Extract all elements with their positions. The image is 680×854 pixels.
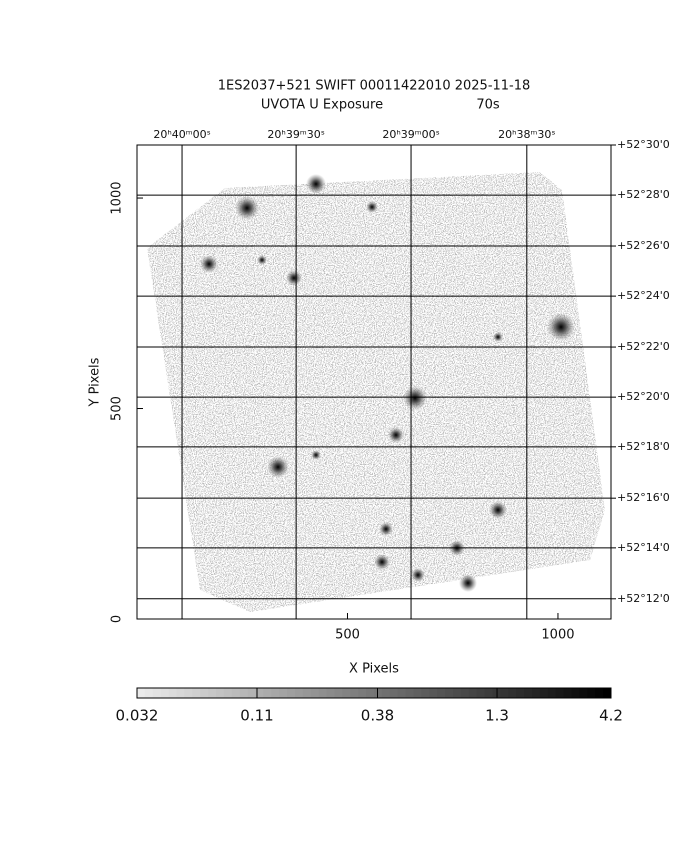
x-axis-label: X Pixels [349,662,399,677]
right-tick-label: +52°30'0 [617,138,670,151]
subtitle: UVOTA U Exposure [261,98,383,113]
colorbar-step [247,688,256,698]
colorbar-step [302,688,312,698]
colorbar-step [208,688,217,698]
colorbar-step [263,688,272,698]
y-tick-label: 500 [110,396,125,421]
colorbar-step [160,688,170,698]
y-tick-label: 1000 [110,181,125,214]
colorbar-step [137,688,146,698]
colorbar-step [508,688,517,698]
colorbar-step [579,688,588,698]
right-tick-label: +52°14'0 [617,541,670,554]
colorbar-tick-label: 0.11 [240,707,273,725]
colorbar-step [295,688,304,698]
sky-image [147,172,605,612]
colorbar-step [484,688,493,698]
top-tick-label: 20ʰ39ᵐ30ˢ [267,128,324,141]
colorbar-step [563,688,572,698]
colorbar-step [547,688,557,698]
colorbar-step [500,688,509,698]
colorbar-step [184,688,193,698]
right-tick-label: +52°24'0 [617,289,670,302]
colorbar-step [200,688,209,698]
right-tick-label: +52°12'0 [617,592,670,605]
colorbar-step [460,688,470,698]
colorbar-step [216,688,225,698]
exposure: 70s [476,98,500,113]
colorbar-step [532,688,541,698]
colorbar-step [595,688,604,698]
colorbar-tick-label: 4.2 [599,707,623,725]
stars [200,174,575,592]
colorbar-step [603,688,612,698]
colorbar-step [429,688,438,698]
colorbar-step [421,688,430,698]
colorbar-tick-label: 0.38 [361,707,394,725]
top-tick-label: 20ʰ38ᵐ30ˢ [498,128,555,141]
x-tick-label: 500 [335,628,360,643]
right-tick-label: +52°16'0 [617,491,670,504]
colorbar-step [318,688,328,698]
colorbar-step [366,688,375,698]
colorbar-step [168,688,177,698]
right-tick-label: +52°22'0 [617,340,670,353]
colorbar-step [555,688,565,698]
colorbar-tick-label: 0.032 [116,707,159,725]
colorbar-step [144,688,154,698]
colorbar-step [587,688,596,698]
colorbar-step [539,688,549,698]
colorbar-step [231,688,241,698]
colorbar-step [176,688,185,698]
colorbar-step [381,688,391,698]
right-tick-label: +52°26'0 [617,239,670,252]
colorbar-step [405,688,414,698]
top-tick-label: 20ʰ40ᵐ00ˢ [153,128,210,141]
colorbar-step [223,688,233,698]
y-tick-label: 0 [110,615,125,623]
colorbar-step [374,688,383,698]
colorbar-step [397,688,407,698]
colorbar-step [350,688,359,698]
colorbar-step [516,688,525,698]
colorbar-tick-label: 1.3 [485,707,509,725]
colorbar-step [413,688,422,698]
image-noise [147,172,605,612]
top-tick-label: 20ʰ39ᵐ00ˢ [382,128,439,141]
colorbar-step [453,688,462,698]
colorbar-step [358,688,367,698]
y-axis-label: Y Pixels [88,357,103,407]
colorbar-step [255,688,264,698]
colorbar-step [310,688,320,698]
right-tick-label: +52°28'0 [617,188,670,201]
colorbar-step [468,688,478,698]
colorbar-step [326,688,335,698]
colorbar-step [152,688,162,698]
colorbar-step [239,688,249,698]
colorbar-step [476,688,486,698]
colorbar-step [192,688,201,698]
colorbar-step [287,688,296,698]
colorbar-step [334,688,343,698]
colorbar-step [389,688,399,698]
colorbar-step [571,688,580,698]
colorbar-step [524,688,533,698]
x-tick-label: 1000 [541,628,574,643]
colorbar-step [445,688,454,698]
right-tick-label: +52°18'0 [617,440,670,453]
colorbar-step [342,688,351,698]
colorbar-step [279,688,288,698]
colorbar-step [271,688,280,698]
right-tick-label: +52°20'0 [617,390,670,403]
colorbar-step [437,688,446,698]
chart-title: 1ES2037+521 SWIFT 00011422010 2025-11-18 [218,79,531,94]
